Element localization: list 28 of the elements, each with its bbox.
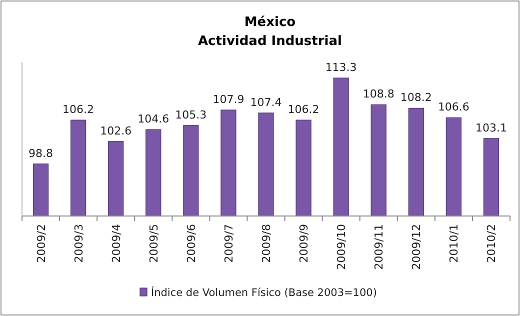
data-label: 106.2 <box>62 103 94 116</box>
x-tick-label: 2009/7 <box>222 224 236 263</box>
x-tick-label: 2009/3 <box>72 224 86 263</box>
x-tick-label: 2009/11 <box>372 224 386 270</box>
data-label: 98.8 <box>28 146 54 160</box>
x-tick-label: 2009/5 <box>147 224 160 263</box>
x-tick-label: 2009/6 <box>184 224 198 263</box>
data-label: 113.3 <box>325 60 357 74</box>
data-label: 103.1 <box>475 121 507 134</box>
x-tick-label: 2009/12 <box>410 224 424 270</box>
x-tick-label: 2009/10 <box>335 224 348 270</box>
data-label: 102.6 <box>100 124 132 138</box>
x-tick-label: 2009/8 <box>260 224 273 263</box>
data-label: 107.4 <box>250 96 282 109</box>
x-tick-label: 2009/9 <box>298 224 311 263</box>
x-tick-label: 2009/4 <box>110 224 123 263</box>
x-tick-label: 2010/1 <box>448 224 461 263</box>
data-label: 104.6 <box>138 112 170 126</box>
data-label: 107.9 <box>212 92 244 106</box>
data-label: 108.8 <box>362 88 394 101</box>
data-label: 105.3 <box>175 108 207 122</box>
data-label: 106.6 <box>438 100 470 114</box>
data-label: 108.2 <box>400 91 432 104</box>
data-label: 106.2 <box>288 103 320 116</box>
chart-title: México Actividad Industrial <box>198 15 342 49</box>
x-tick-label: 2010/2 <box>485 224 498 263</box>
legend-label: Índice de Volumen Físico (Base 2003=100) <box>151 286 377 299</box>
x-tick-label: 2009/2 <box>34 224 48 263</box>
